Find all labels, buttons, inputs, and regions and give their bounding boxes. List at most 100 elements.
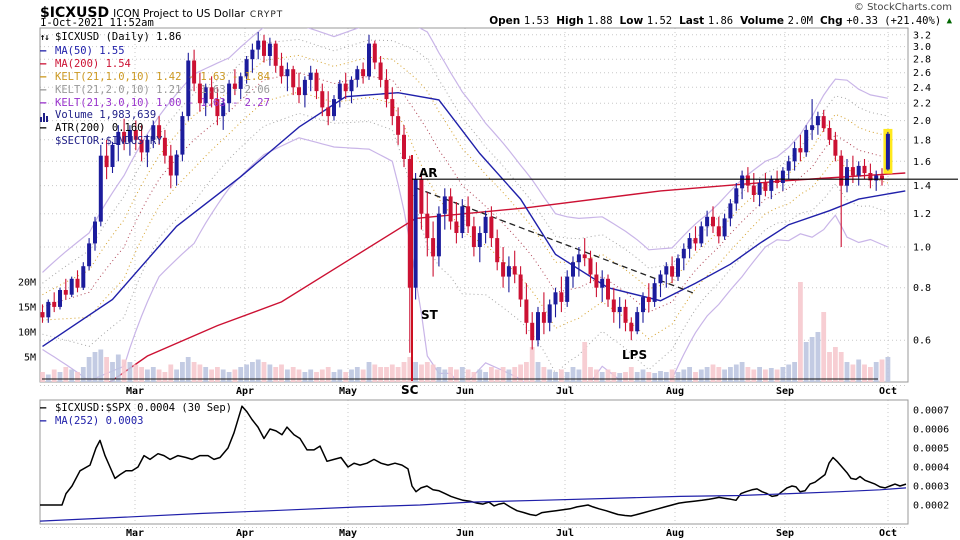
legend-text: $ICXUSD:$SPX 0.0004 (30 Sep) (55, 402, 233, 414)
candle-body (93, 221, 97, 244)
volume-bar (314, 372, 319, 382)
updown-arrows-icon: ↑↓ (40, 33, 50, 43)
candle-body (174, 154, 179, 176)
candle-body (623, 306, 628, 323)
price-axis-label: 1.2 (913, 209, 931, 220)
candle-body (524, 299, 529, 323)
month-label: Sep (776, 528, 794, 539)
volume-bar (535, 362, 541, 382)
legend-text: KELT(21,2.0,10) 1.21 - 1.63 - 2.06 (55, 83, 270, 96)
candle-body (798, 148, 803, 153)
legend-item: — ATR(200) 0.160 (40, 122, 270, 135)
main-plot-area (40, 28, 906, 382)
volume-bar (419, 364, 424, 382)
volume-bar (879, 359, 885, 382)
candle-body (361, 69, 366, 77)
candle-body (75, 278, 80, 288)
ratio-plot-border (39, 399, 909, 525)
candle-body (332, 99, 336, 117)
legend-line-swatch: — (40, 96, 47, 109)
candle-body (279, 65, 284, 77)
candle-body (349, 79, 354, 92)
legend-text: KELT(21,3.0,10) 1.00 - 1.63 - 2.27 (55, 96, 270, 109)
candle-body (792, 148, 797, 162)
candle-body (827, 128, 832, 140)
candle-body (436, 213, 441, 257)
candle-body (815, 116, 820, 126)
volume-bar (652, 373, 658, 382)
volume-bar (290, 367, 296, 382)
legend-item: — KELT(21,3.0,10) 1.00 - 1.63 - 2.27 (40, 97, 270, 110)
volume-bar (203, 367, 209, 382)
candle-body (431, 238, 436, 257)
candle-body (396, 116, 401, 135)
volume-bar (873, 362, 879, 382)
volume-bar (628, 367, 634, 382)
candle-body (804, 129, 809, 153)
volume-bar (792, 362, 797, 382)
candle-body (244, 59, 249, 77)
volume-bar (273, 367, 279, 382)
candle-body (705, 216, 710, 227)
volume-bar (716, 367, 722, 382)
volume-bar (663, 372, 669, 382)
candle-body (658, 274, 663, 284)
legend-line-swatch: — (40, 70, 47, 83)
volume-axis-label: 20M (18, 278, 36, 289)
volume-bar (617, 373, 623, 382)
candle-body (757, 183, 762, 195)
volume-bar (162, 372, 168, 382)
volume-bar (442, 369, 448, 382)
volume-bar (780, 367, 786, 382)
quote-summary-bar: Open 1.53 High 1.88 Low 1.52 Last 1.86 Volum… (482, 15, 952, 27)
volume-bar (541, 367, 547, 382)
candle-body (273, 43, 278, 66)
legend-text: KELT(21,1.0,10) 1.42 - 1.63 - 1.84 (55, 70, 270, 83)
copyright-label: © StockCharts.com (853, 2, 952, 13)
wyckoff-annotation-st: ST (421, 308, 439, 322)
candle-body (471, 226, 476, 247)
legend-line-swatch: — (40, 402, 47, 414)
volume-bar (296, 369, 302, 382)
month-label: Oct (879, 386, 897, 397)
volume-bar (576, 369, 582, 382)
chart-datetime: 1-Oct-2021 11:52am (40, 17, 154, 29)
volume-bar (168, 364, 174, 382)
ratio-axis-label: 0.0002 (913, 501, 949, 512)
candle-body (98, 155, 103, 222)
legend-line-swatch: — (40, 57, 47, 70)
candle-body (553, 292, 558, 305)
volume-bar (174, 369, 179, 382)
month-label: Aug (666, 386, 684, 397)
volume-bar (763, 369, 768, 382)
volume-bar (261, 362, 267, 382)
candle-body (722, 218, 727, 237)
volume-bar (634, 372, 640, 382)
price-axis-label: 2.2 (913, 99, 931, 110)
month-label: Jul (556, 386, 574, 397)
month-label: Oct (879, 528, 897, 539)
volume-bar (413, 362, 418, 382)
volume-bar (827, 352, 832, 382)
legend-text: Volume 1,983,639 (55, 109, 157, 122)
volume-bar (343, 372, 349, 382)
candle-body (775, 179, 780, 183)
volume-bar (92, 352, 98, 382)
candle-body (81, 266, 86, 288)
candle-body (320, 91, 325, 108)
candle-body (501, 262, 506, 277)
candle-body (477, 233, 482, 247)
candle-body (821, 116, 826, 129)
volume-bar (704, 367, 710, 382)
volume-bar (127, 362, 133, 382)
candle-body (355, 69, 360, 80)
volume-bar (494, 369, 500, 382)
candle-body (786, 161, 791, 171)
volume-bar (319, 369, 325, 382)
volume-bar (302, 372, 308, 382)
candle-body (442, 196, 447, 214)
volume-bar (104, 357, 109, 382)
candle-body (454, 221, 459, 233)
legend-line-swatch: — (40, 414, 47, 427)
